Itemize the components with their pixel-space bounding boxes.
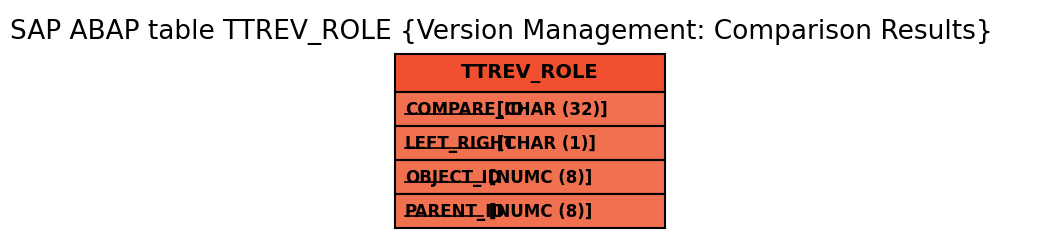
Text: SAP ABAP table TTREV_ROLE {Version Management: Comparison Results}: SAP ABAP table TTREV_ROLE {Version Manag… <box>10 19 993 45</box>
Bar <box>395 93 665 126</box>
Text: TTREV_ROLE: TTREV_ROLE <box>462 64 598 83</box>
Bar <box>395 55 665 93</box>
Text: PARENT_ID: PARENT_ID <box>405 202 506 220</box>
Bar <box>395 126 665 160</box>
Text: COMPARE_ID: COMPARE_ID <box>405 100 524 119</box>
Bar <box>395 194 665 228</box>
Text: OBJECT_ID: OBJECT_ID <box>405 168 501 186</box>
Text: [CHAR (1)]: [CHAR (1)] <box>491 134 596 152</box>
Text: [CHAR (32)]: [CHAR (32)] <box>491 100 608 119</box>
Bar <box>395 160 665 194</box>
Text: LEFT_RIGHT: LEFT_RIGHT <box>405 134 516 152</box>
Text: [NUMC (8)]: [NUMC (8)] <box>483 168 592 186</box>
Text: [NUMC (8)]: [NUMC (8)] <box>483 202 592 220</box>
